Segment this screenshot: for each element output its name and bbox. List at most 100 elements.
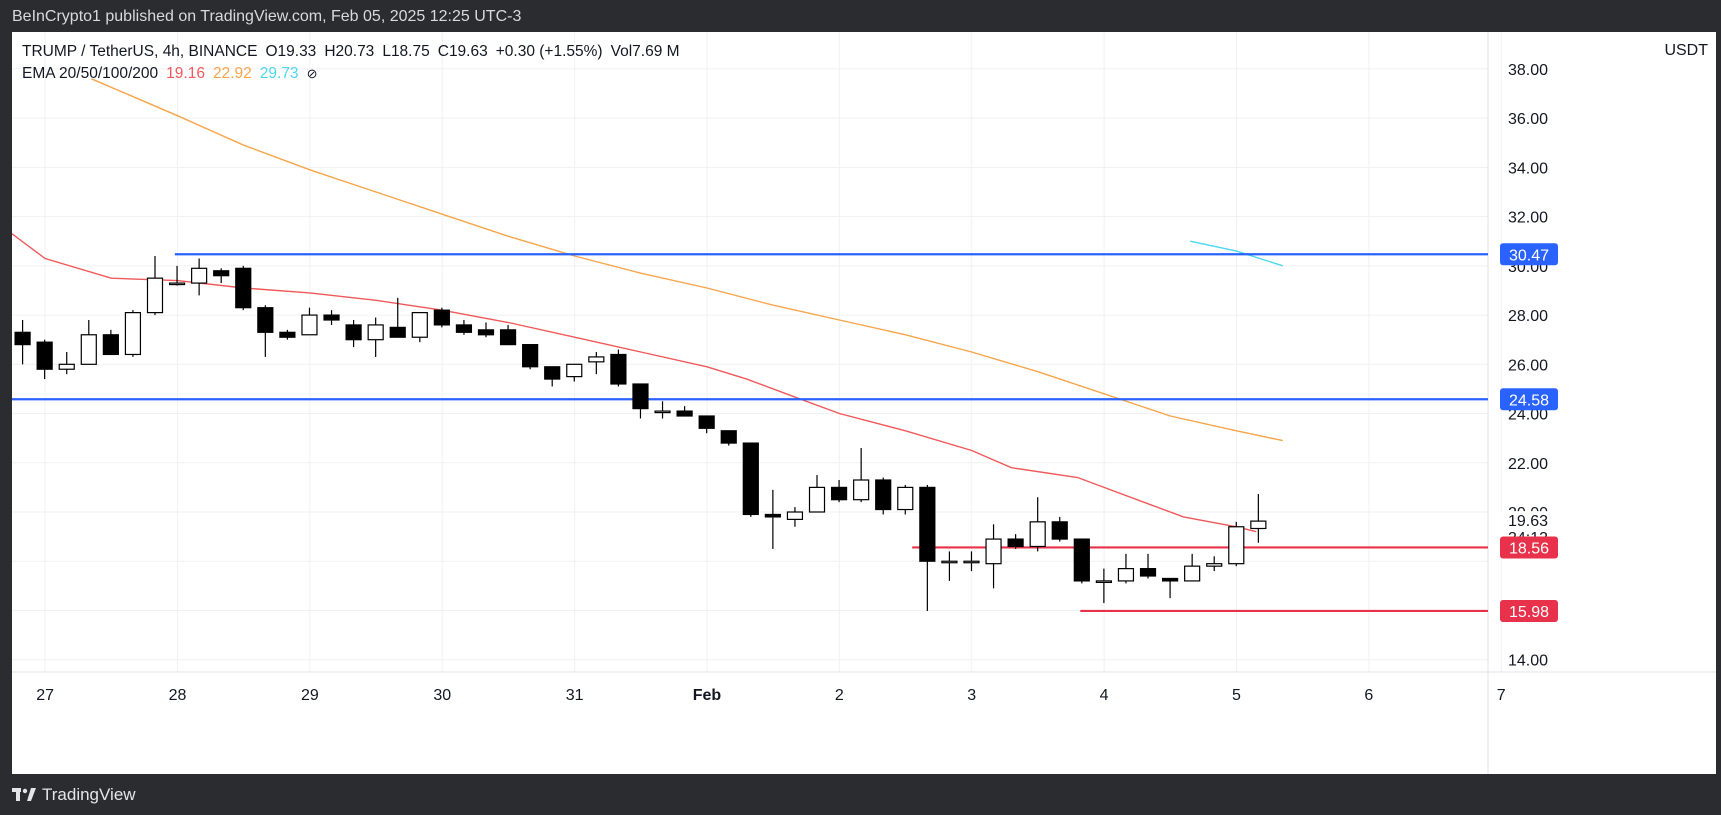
candle[interactable] bbox=[588, 356, 605, 363]
time-tick-label: 3 bbox=[967, 687, 976, 704]
candle[interactable] bbox=[1117, 568, 1135, 582]
ema-label[interactable]: EMA 20/50/100/200 bbox=[22, 65, 159, 82]
price-tick-label: 22.00 bbox=[1508, 456, 1548, 473]
candle[interactable] bbox=[1007, 538, 1024, 548]
candle[interactable] bbox=[1250, 520, 1267, 530]
candle[interactable] bbox=[676, 410, 693, 417]
candle[interactable] bbox=[191, 267, 208, 284]
candle[interactable] bbox=[257, 307, 274, 333]
candle[interactable] bbox=[1029, 521, 1046, 548]
price-tick-label: 38.00 bbox=[1508, 62, 1548, 79]
ema20-value: 19.16 bbox=[166, 65, 205, 82]
time-tick-label: 30 bbox=[433, 687, 451, 704]
candle[interactable] bbox=[985, 538, 1002, 565]
candle[interactable] bbox=[477, 329, 495, 336]
candle[interactable] bbox=[279, 331, 296, 338]
ema100-value: 29.73 bbox=[259, 65, 299, 82]
candle[interactable] bbox=[522, 344, 539, 368]
eye-slash-icon[interactable]: ⊘ bbox=[306, 66, 318, 81]
candle[interactable] bbox=[389, 326, 406, 338]
candle[interactable] bbox=[764, 513, 781, 518]
candle[interactable] bbox=[1095, 580, 1112, 584]
candle[interactable] bbox=[1228, 526, 1245, 565]
ema50-value: 22.92 bbox=[212, 65, 252, 82]
level-badge-18.56[interactable] bbox=[1500, 536, 1558, 559]
candle[interactable] bbox=[168, 282, 186, 286]
ohlc-row: TRUMP / TetherUS, 4h, BINANCE O19.33 H20… bbox=[22, 41, 680, 63]
ema20-line bbox=[12, 233, 1257, 533]
ohlc-change: +0.30 (+1.55%) bbox=[495, 43, 603, 60]
candle[interactable] bbox=[654, 410, 671, 414]
candle[interactable] bbox=[1051, 521, 1068, 540]
time-tick-label: 27 bbox=[36, 687, 54, 704]
publisher-header: BeInCrypto1 published on TradingView.com… bbox=[0, 0, 1721, 32]
candle[interactable] bbox=[58, 363, 75, 370]
candle[interactable] bbox=[235, 267, 252, 309]
candle[interactable] bbox=[36, 341, 53, 370]
candle[interactable] bbox=[301, 314, 318, 336]
candle[interactable] bbox=[1139, 568, 1157, 577]
tradingview-logo[interactable]: TradingView bbox=[12, 785, 136, 805]
chart-area[interactable]: 14.0020.0022.0024.0026.0028.0030.0032.00… bbox=[12, 32, 1716, 774]
ema100-line bbox=[1190, 240, 1284, 267]
currency-unit-label[interactable]: USDT bbox=[1664, 42, 1708, 59]
candle[interactable] bbox=[720, 430, 737, 444]
candle[interactable] bbox=[146, 277, 164, 314]
price-tick-label: 24.00 bbox=[1508, 407, 1548, 424]
candle[interactable] bbox=[963, 560, 980, 564]
candle[interactable] bbox=[1161, 577, 1179, 582]
candle[interactable] bbox=[941, 560, 958, 564]
candle[interactable] bbox=[566, 363, 583, 378]
candle[interactable] bbox=[808, 486, 826, 513]
candle[interactable] bbox=[1073, 538, 1090, 582]
candle[interactable] bbox=[433, 309, 450, 326]
candle[interactable] bbox=[499, 329, 517, 346]
candle[interactable] bbox=[544, 366, 561, 380]
ohlc-high: H20.73 bbox=[324, 43, 375, 60]
candle[interactable] bbox=[610, 353, 627, 385]
candle[interactable] bbox=[124, 312, 142, 356]
candle[interactable] bbox=[102, 334, 119, 356]
price-tick-label: 36.00 bbox=[1508, 111, 1548, 128]
candle[interactable] bbox=[80, 334, 97, 365]
tradingview-brand: TradingView bbox=[42, 784, 136, 804]
candle[interactable] bbox=[323, 314, 340, 321]
tradingview-logo-icon bbox=[12, 787, 36, 801]
ohlc-open: O19.33 bbox=[265, 43, 317, 60]
candle[interactable] bbox=[14, 331, 31, 346]
time-tick-label: 5 bbox=[1232, 687, 1241, 704]
candle[interactable] bbox=[786, 511, 804, 520]
level-badge-30.47[interactable] bbox=[1500, 243, 1558, 266]
candle[interactable] bbox=[455, 324, 473, 333]
candle[interactable] bbox=[830, 486, 848, 501]
candle[interactable] bbox=[698, 415, 715, 429]
price-tick-label: 14.00 bbox=[1508, 653, 1548, 670]
level-badge-24.58[interactable] bbox=[1500, 388, 1558, 411]
time-tick-label: 28 bbox=[169, 687, 187, 704]
time-tick-label: 31 bbox=[566, 687, 584, 704]
chart-legend: TRUMP / TetherUS, 4h, BINANCE O19.33 H20… bbox=[22, 41, 680, 85]
candle[interactable] bbox=[345, 324, 362, 341]
symbol-label[interactable]: TRUMP / TetherUS, 4h, BINANCE bbox=[22, 43, 258, 60]
candle[interactable] bbox=[742, 442, 759, 516]
candle[interactable] bbox=[411, 312, 428, 338]
candle[interactable] bbox=[367, 324, 384, 341]
candle[interactable] bbox=[1184, 565, 1201, 582]
candle[interactable] bbox=[1206, 563, 1223, 567]
time-tick-label: 2 bbox=[835, 687, 844, 704]
time-tick-label: 29 bbox=[301, 687, 319, 704]
candle[interactable] bbox=[875, 479, 892, 511]
time-tick-label: 4 bbox=[1100, 687, 1109, 704]
candle[interactable] bbox=[897, 486, 914, 511]
ohlc-low: L18.75 bbox=[382, 43, 430, 60]
candle[interactable] bbox=[919, 486, 936, 562]
candle[interactable] bbox=[632, 383, 649, 410]
level-badge-label: 18.56 bbox=[1509, 540, 1549, 557]
volume: Vol7.69 M bbox=[610, 43, 680, 60]
level-badge-15.98[interactable] bbox=[1500, 599, 1558, 622]
price-chart[interactable]: 14.0020.0022.0024.0026.0028.0030.0032.00… bbox=[12, 32, 1716, 774]
candle[interactable] bbox=[853, 479, 870, 501]
price-tick-label: 34.00 bbox=[1508, 160, 1548, 177]
price-tick-label: 28.00 bbox=[1508, 308, 1548, 325]
candle[interactable] bbox=[213, 270, 230, 277]
